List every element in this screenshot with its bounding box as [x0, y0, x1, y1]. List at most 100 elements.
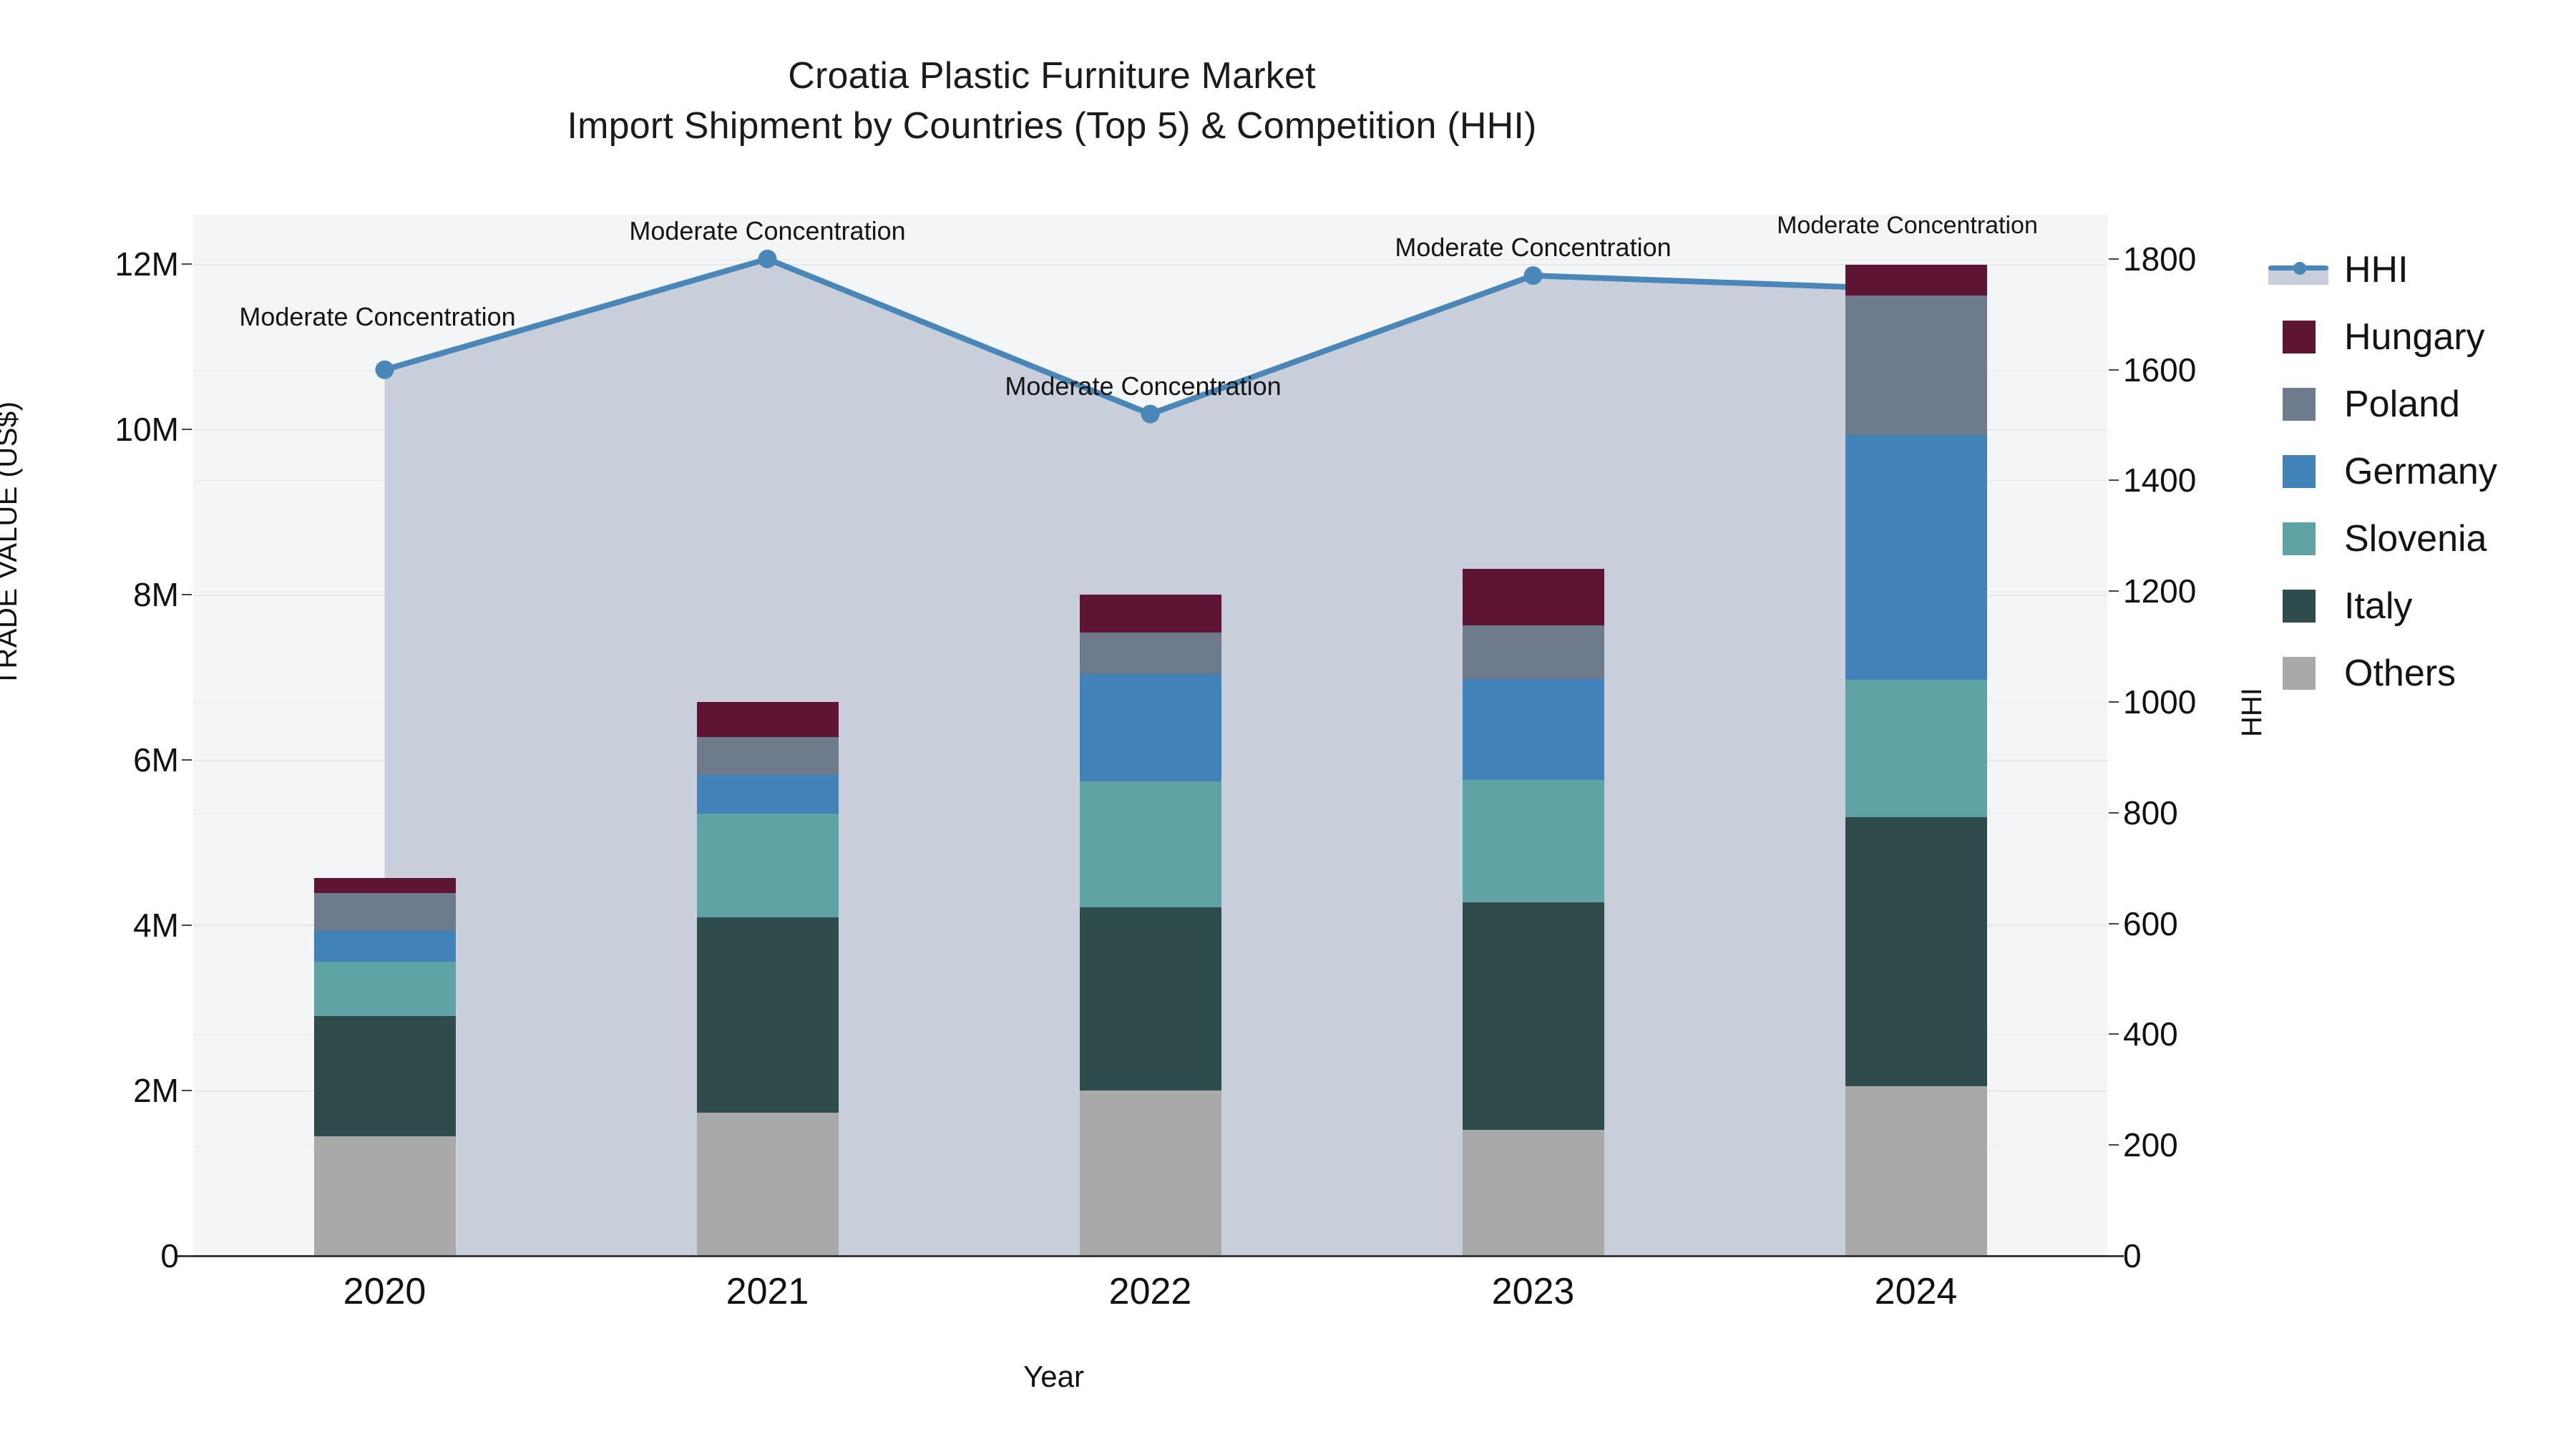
- hhi-marker[interactable]: [758, 249, 777, 268]
- y-tick-mark-right: [2109, 258, 2119, 260]
- bar-segment-germany[interactable]: [1462, 678, 1604, 780]
- y-tick-mark-left: [182, 1090, 192, 1092]
- gridline-right: [193, 258, 2107, 260]
- y-tick-right: 1200: [2123, 572, 2197, 610]
- x-axis-line: [177, 1255, 2124, 1257]
- bar-group[interactable]: [1845, 215, 1987, 1256]
- bar-segment-hungary[interactable]: [1845, 265, 1987, 296]
- y-tick-right: 400: [2123, 1015, 2178, 1053]
- y-tick-mark-right: [2109, 590, 2119, 592]
- bar-segment-slovenia[interactable]: [696, 814, 839, 917]
- y-tick-mark-right: [2109, 479, 2119, 482]
- x-axis-label: Year: [1023, 1360, 1084, 1393]
- y-tick-right: 1800: [2123, 240, 2197, 278]
- bar-segment-poland[interactable]: [696, 736, 839, 775]
- y-tick-left: 0: [160, 1237, 179, 1274]
- plot-area: [193, 215, 2107, 1257]
- legend-swatch: [2283, 455, 2316, 488]
- hhi-marker[interactable]: [375, 360, 394, 379]
- bar-segment-italy[interactable]: [1462, 902, 1604, 1131]
- y-tick-mark-right: [2109, 701, 2119, 703]
- y-tick-right: 200: [2123, 1126, 2178, 1164]
- bar-segment-slovenia[interactable]: [1462, 779, 1604, 902]
- bar-group[interactable]: [313, 215, 456, 1256]
- bar-segment-slovenia[interactable]: [1079, 781, 1221, 907]
- legend-label: Others: [2344, 653, 2457, 694]
- y-tick-mark-left: [182, 1255, 192, 1257]
- legend-label: Germany: [2344, 451, 2497, 492]
- bar-segment-hungary[interactable]: [1462, 569, 1604, 625]
- gridline-right: [193, 369, 2107, 371]
- legend-label: Poland: [2344, 384, 2460, 425]
- y-tick-mark-left: [182, 924, 192, 927]
- bar-segment-others[interactable]: [1845, 1086, 1987, 1256]
- bar-series-container: [193, 215, 2107, 1256]
- legend-item-germany[interactable]: Germany: [2268, 438, 2569, 505]
- bar-segment-others[interactable]: [1462, 1130, 1604, 1256]
- bar-segment-hungary[interactable]: [1079, 595, 1221, 633]
- y-tick-mark-left: [182, 429, 192, 431]
- bar-segment-poland[interactable]: [1845, 296, 1987, 436]
- bar-segment-italy[interactable]: [696, 917, 839, 1113]
- bar-segment-poland[interactable]: [313, 893, 456, 932]
- bar-segment-italy[interactable]: [1845, 816, 1987, 1087]
- bar-segment-others[interactable]: [1079, 1091, 1221, 1256]
- bar-segment-italy[interactable]: [313, 1016, 456, 1136]
- bar-segment-hungary[interactable]: [696, 702, 839, 737]
- legend-item-others[interactable]: Others: [2268, 640, 2569, 707]
- legend-line-dot: [2293, 262, 2306, 275]
- bar-group[interactable]: [1079, 215, 1221, 1256]
- hhi-annotation: Moderate Concentration: [239, 301, 516, 331]
- y-tick-right: 1000: [2123, 683, 2197, 721]
- hhi-annotation: Moderate Concentration: [1395, 233, 1672, 263]
- legend-swatch: [2283, 522, 2316, 555]
- legend-item-hungary[interactable]: Hungary: [2268, 303, 2569, 371]
- legend-item-poland[interactable]: Poland: [2268, 371, 2569, 438]
- legend-item-slovenia[interactable]: Slovenia: [2268, 505, 2569, 572]
- hhi-marker[interactable]: [1523, 266, 1543, 286]
- bar-segment-poland[interactable]: [1079, 633, 1221, 675]
- bar-segment-hungary[interactable]: [313, 878, 456, 894]
- legend-swatch: [2283, 321, 2316, 353]
- legend-item-hhi[interactable]: HHI: [2268, 236, 2569, 303]
- y-axis-right-label: HHI: [2236, 688, 2268, 737]
- bar-segment-germany[interactable]: [313, 931, 456, 962]
- x-tick-label: 2024: [1874, 1271, 1958, 1312]
- bar-segment-poland[interactable]: [1462, 625, 1604, 679]
- y-tick-right: 600: [2123, 904, 2178, 942]
- y-tick-left: 6M: [133, 741, 179, 779]
- bar-segment-slovenia[interactable]: [1845, 680, 1987, 817]
- y-tick-right: 800: [2123, 794, 2178, 831]
- bar-segment-germany[interactable]: [696, 774, 839, 814]
- y-tick-right: 0: [2123, 1237, 2142, 1274]
- y-tick-left: 4M: [133, 907, 179, 945]
- bar-segment-germany[interactable]: [1079, 674, 1221, 782]
- bar-segment-germany[interactable]: [1845, 435, 1987, 680]
- legend-label: HHI: [2344, 249, 2409, 291]
- y-tick-left: 12M: [114, 245, 179, 283]
- y-tick-mark-right: [2109, 922, 2119, 924]
- y-tick-mark-right: [2109, 1144, 2119, 1146]
- y-tick-left: 2M: [133, 1072, 179, 1110]
- bar-segment-italy[interactable]: [1079, 907, 1221, 1091]
- x-tick-label: 2020: [343, 1271, 426, 1312]
- legend-line-marker: [2268, 253, 2328, 286]
- y-tick-right: 1600: [2123, 351, 2197, 389]
- bar-segment-others[interactable]: [696, 1113, 839, 1256]
- bar-segment-others[interactable]: [313, 1136, 456, 1256]
- legend-swatch: [2283, 388, 2316, 421]
- legend: HHI Hungary Poland Germany Slovenia Italy Othe…: [2268, 236, 2569, 707]
- bar-segment-slovenia[interactable]: [313, 961, 456, 1017]
- y-tick-mark-left: [182, 759, 192, 761]
- y-tick-mark-left: [182, 594, 192, 596]
- legend-item-italy[interactable]: Italy: [2268, 572, 2569, 640]
- hhi-annotation: Moderate Concentration: [1777, 212, 2038, 240]
- legend-label: Italy: [2344, 585, 2413, 627]
- y-tick-left: 8M: [133, 576, 179, 614]
- bar-group[interactable]: [1462, 215, 1604, 1256]
- hhi-marker[interactable]: [1141, 404, 1160, 424]
- x-tick-label: 2023: [1491, 1271, 1575, 1312]
- bar-group[interactable]: [696, 215, 839, 1256]
- y-tick-mark-right: [2109, 1033, 2119, 1035]
